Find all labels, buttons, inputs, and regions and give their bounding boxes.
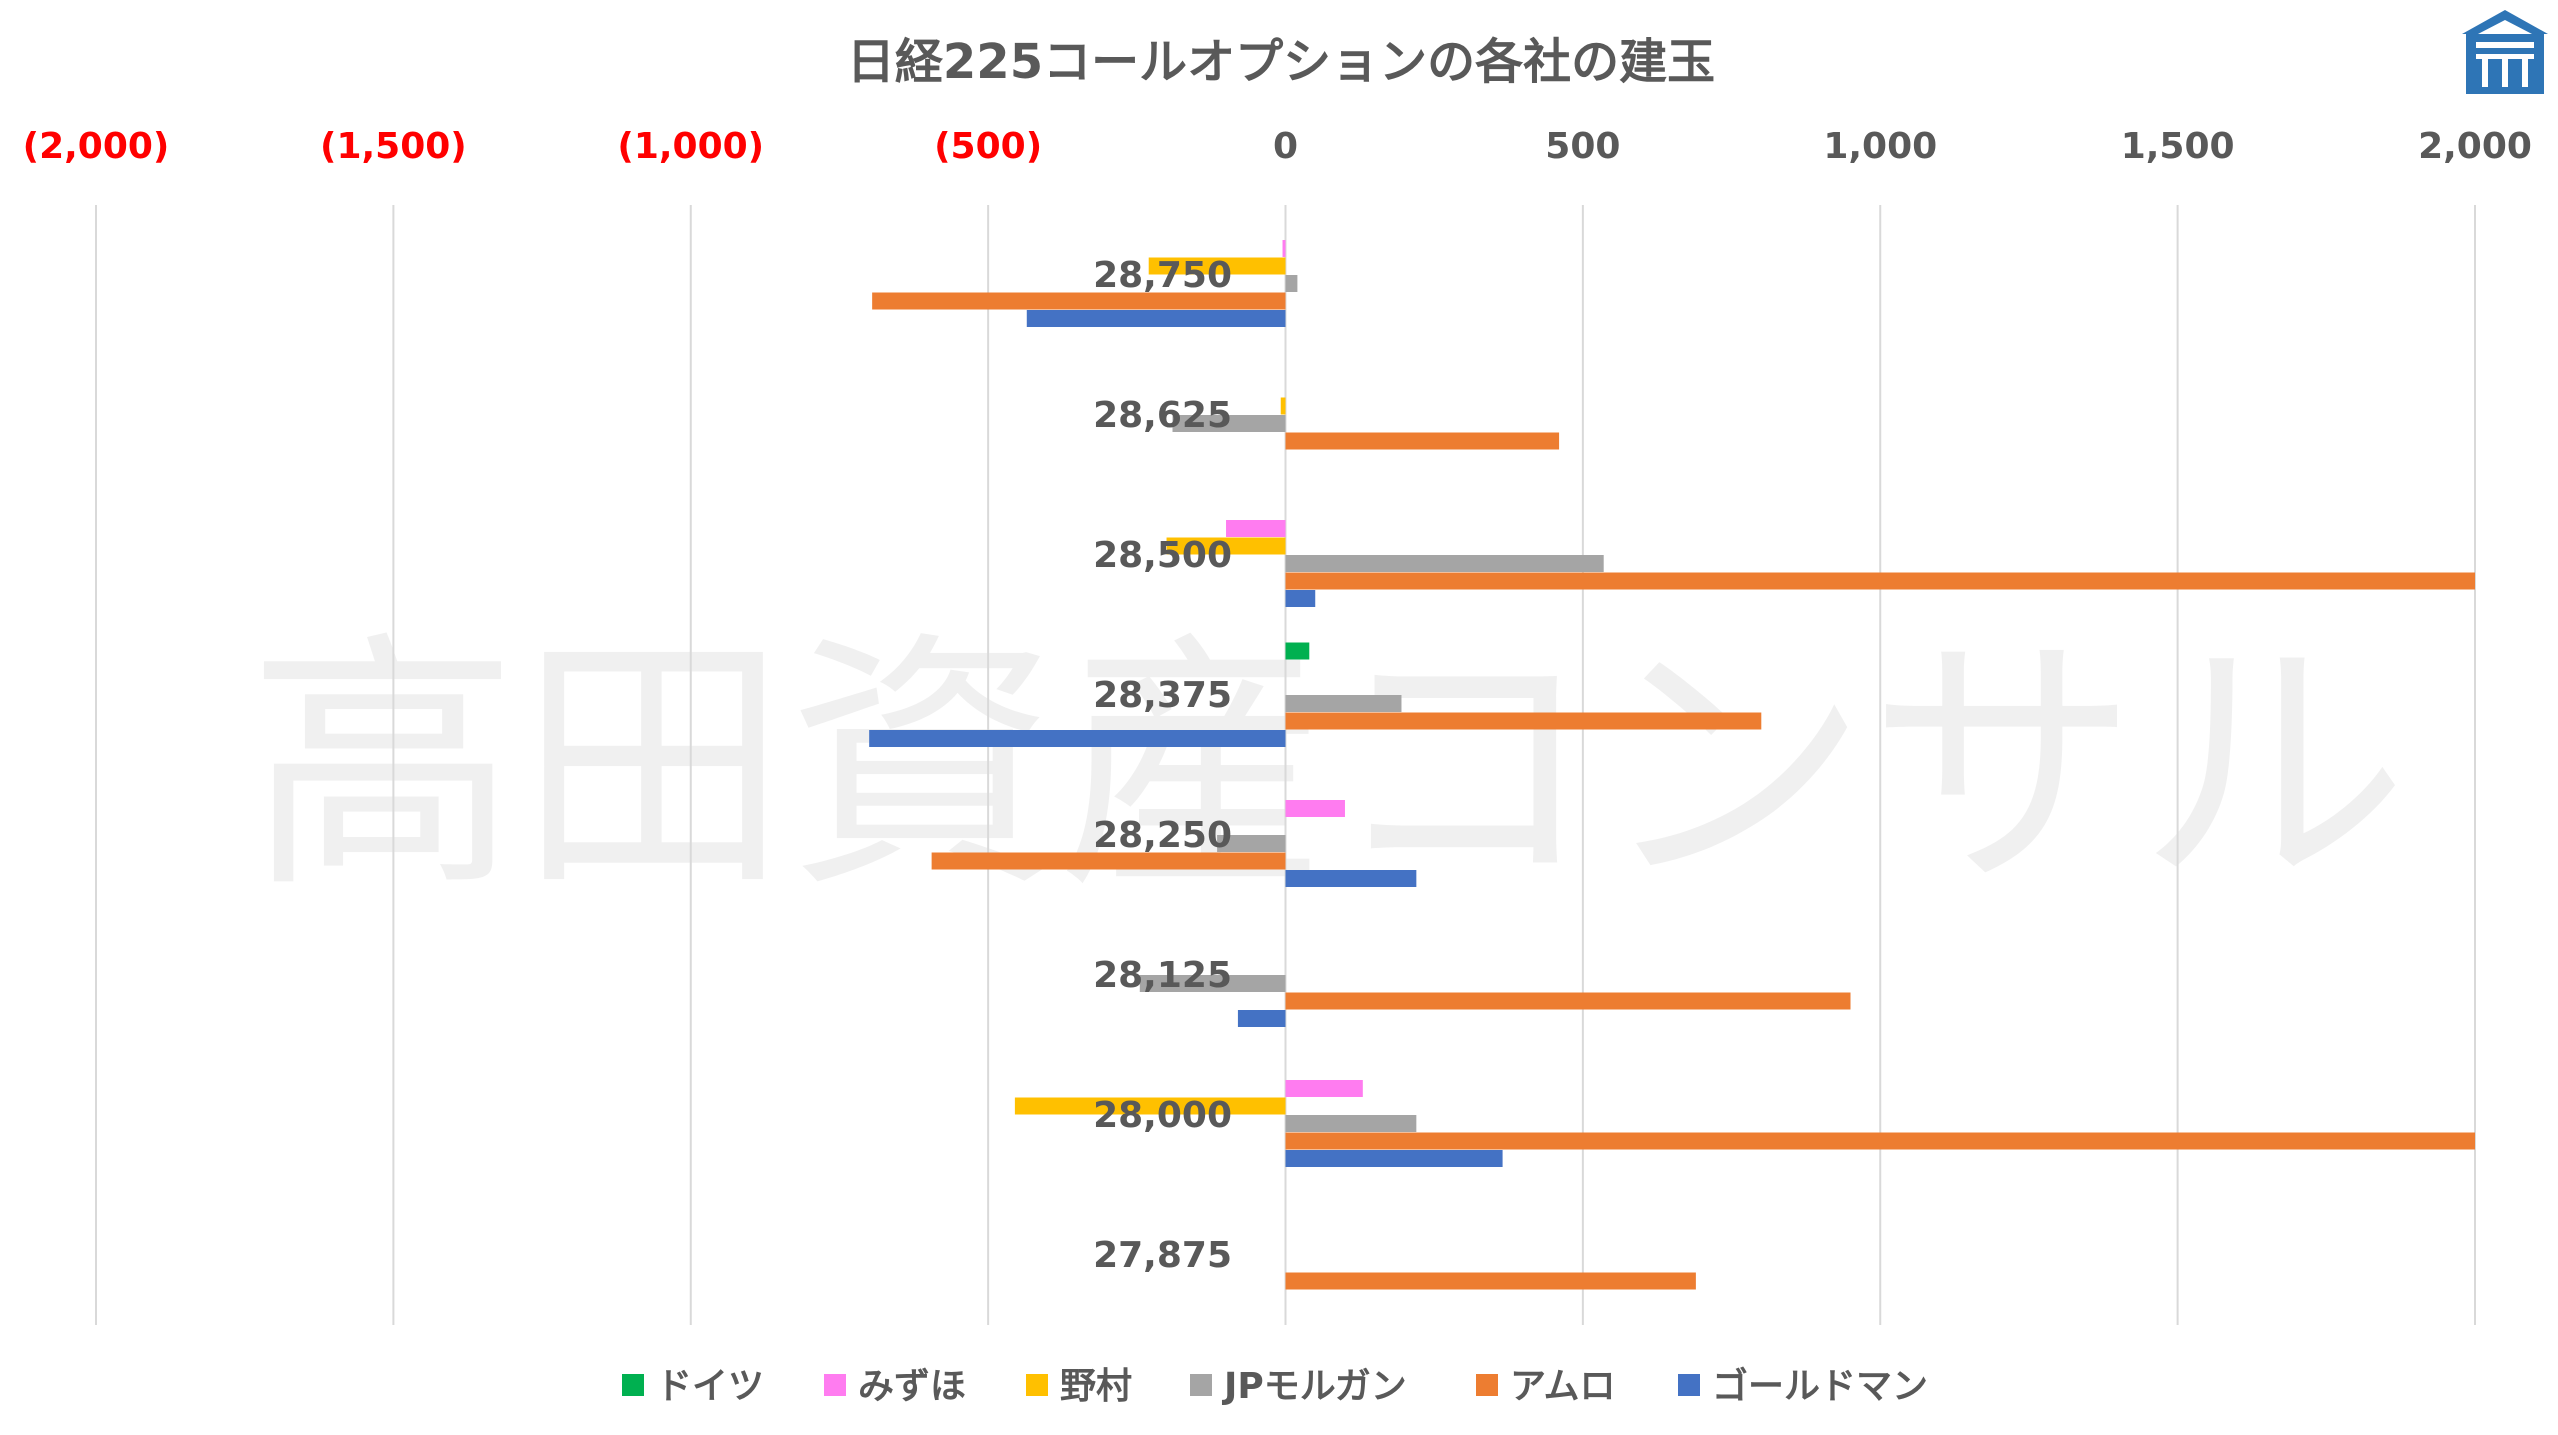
category-label: 27,875 bbox=[1093, 1235, 1232, 1276]
category-label: 28,750 bbox=[1093, 255, 1232, 296]
bar bbox=[1285, 642, 1310, 660]
bar bbox=[1217, 835, 1286, 852]
bar bbox=[1285, 555, 1604, 572]
bar bbox=[1285, 432, 1560, 450]
bar bbox=[1285, 870, 1417, 887]
x-tick-label: 500 bbox=[1545, 126, 1620, 167]
bar bbox=[1285, 1132, 2475, 1150]
legend-swatch bbox=[1026, 1374, 1048, 1396]
legend-label: ドイツ bbox=[656, 1366, 764, 1407]
category-label: 28,000 bbox=[1093, 1095, 1232, 1136]
bar bbox=[1285, 275, 1298, 292]
legend-swatch bbox=[1476, 1374, 1498, 1396]
bar bbox=[1280, 397, 1286, 415]
bar bbox=[1285, 992, 1851, 1010]
legend-label: ゴールドマン bbox=[1712, 1365, 1928, 1407]
legend-swatch bbox=[622, 1374, 644, 1396]
x-tick-label: 1,000 bbox=[1823, 126, 1937, 167]
x-tick-label: (2,000) bbox=[23, 126, 170, 167]
bar bbox=[1285, 1150, 1503, 1167]
bar bbox=[1166, 537, 1286, 555]
legend-label: JPモルガン bbox=[1221, 1366, 1407, 1407]
chart-title: 日経225コールオプションの各社の建玉 bbox=[847, 34, 1715, 90]
logo-icon bbox=[2462, 10, 2548, 94]
x-tick-label: 0 bbox=[1273, 126, 1298, 167]
bar bbox=[872, 292, 1286, 310]
bar bbox=[1285, 1115, 1417, 1132]
legend-label: みずほ bbox=[858, 1366, 966, 1407]
bar bbox=[1285, 572, 2475, 590]
bar bbox=[1282, 240, 1286, 257]
bar bbox=[869, 730, 1286, 747]
x-tick-label: (1,000) bbox=[617, 126, 764, 167]
bar bbox=[1026, 310, 1286, 327]
x-tick-label: (1,500) bbox=[320, 126, 467, 167]
bar bbox=[931, 852, 1286, 870]
x-tick-label: (500) bbox=[934, 126, 1042, 167]
legend-label: アムロ bbox=[1510, 1366, 1615, 1407]
bar bbox=[1285, 1080, 1363, 1097]
bar bbox=[1148, 257, 1286, 275]
x-tick-label: 1,500 bbox=[2121, 126, 2235, 167]
legend-swatch bbox=[1678, 1374, 1700, 1396]
bar bbox=[1285, 695, 1402, 712]
category-labels: 28,750 28,625 28,500 28,375 28,250 28,125 28,0… bbox=[1093, 255, 1232, 1276]
bar bbox=[1172, 415, 1286, 432]
bar bbox=[1226, 520, 1286, 537]
bar bbox=[1285, 590, 1316, 607]
bars bbox=[869, 240, 2475, 1290]
legend-label: 野村 bbox=[1060, 1366, 1132, 1407]
bar bbox=[1139, 975, 1286, 992]
x-tick-label: 2,000 bbox=[2418, 126, 2532, 167]
bar bbox=[1285, 1272, 1696, 1290]
category-label: 28,625 bbox=[1093, 395, 1232, 436]
category-label: 28,125 bbox=[1093, 955, 1232, 996]
legend-swatch bbox=[1190, 1374, 1212, 1396]
bar bbox=[1285, 800, 1345, 817]
category-label: 28,500 bbox=[1093, 535, 1232, 576]
category-label: 28,375 bbox=[1093, 675, 1232, 716]
bar bbox=[1014, 1097, 1286, 1115]
legend-swatch bbox=[824, 1374, 846, 1396]
category-label: 28,250 bbox=[1093, 815, 1232, 856]
axis-tick-labels: (2,000) (1,500) (1,000) (500) 0 500 1,000 1,500… bbox=[23, 126, 2532, 167]
legend: ドイツ みずほ 野村 JPモルガン アムロ ゴールドマン bbox=[622, 1365, 1928, 1407]
bar bbox=[1237, 1010, 1286, 1027]
bar bbox=[1285, 712, 1762, 730]
